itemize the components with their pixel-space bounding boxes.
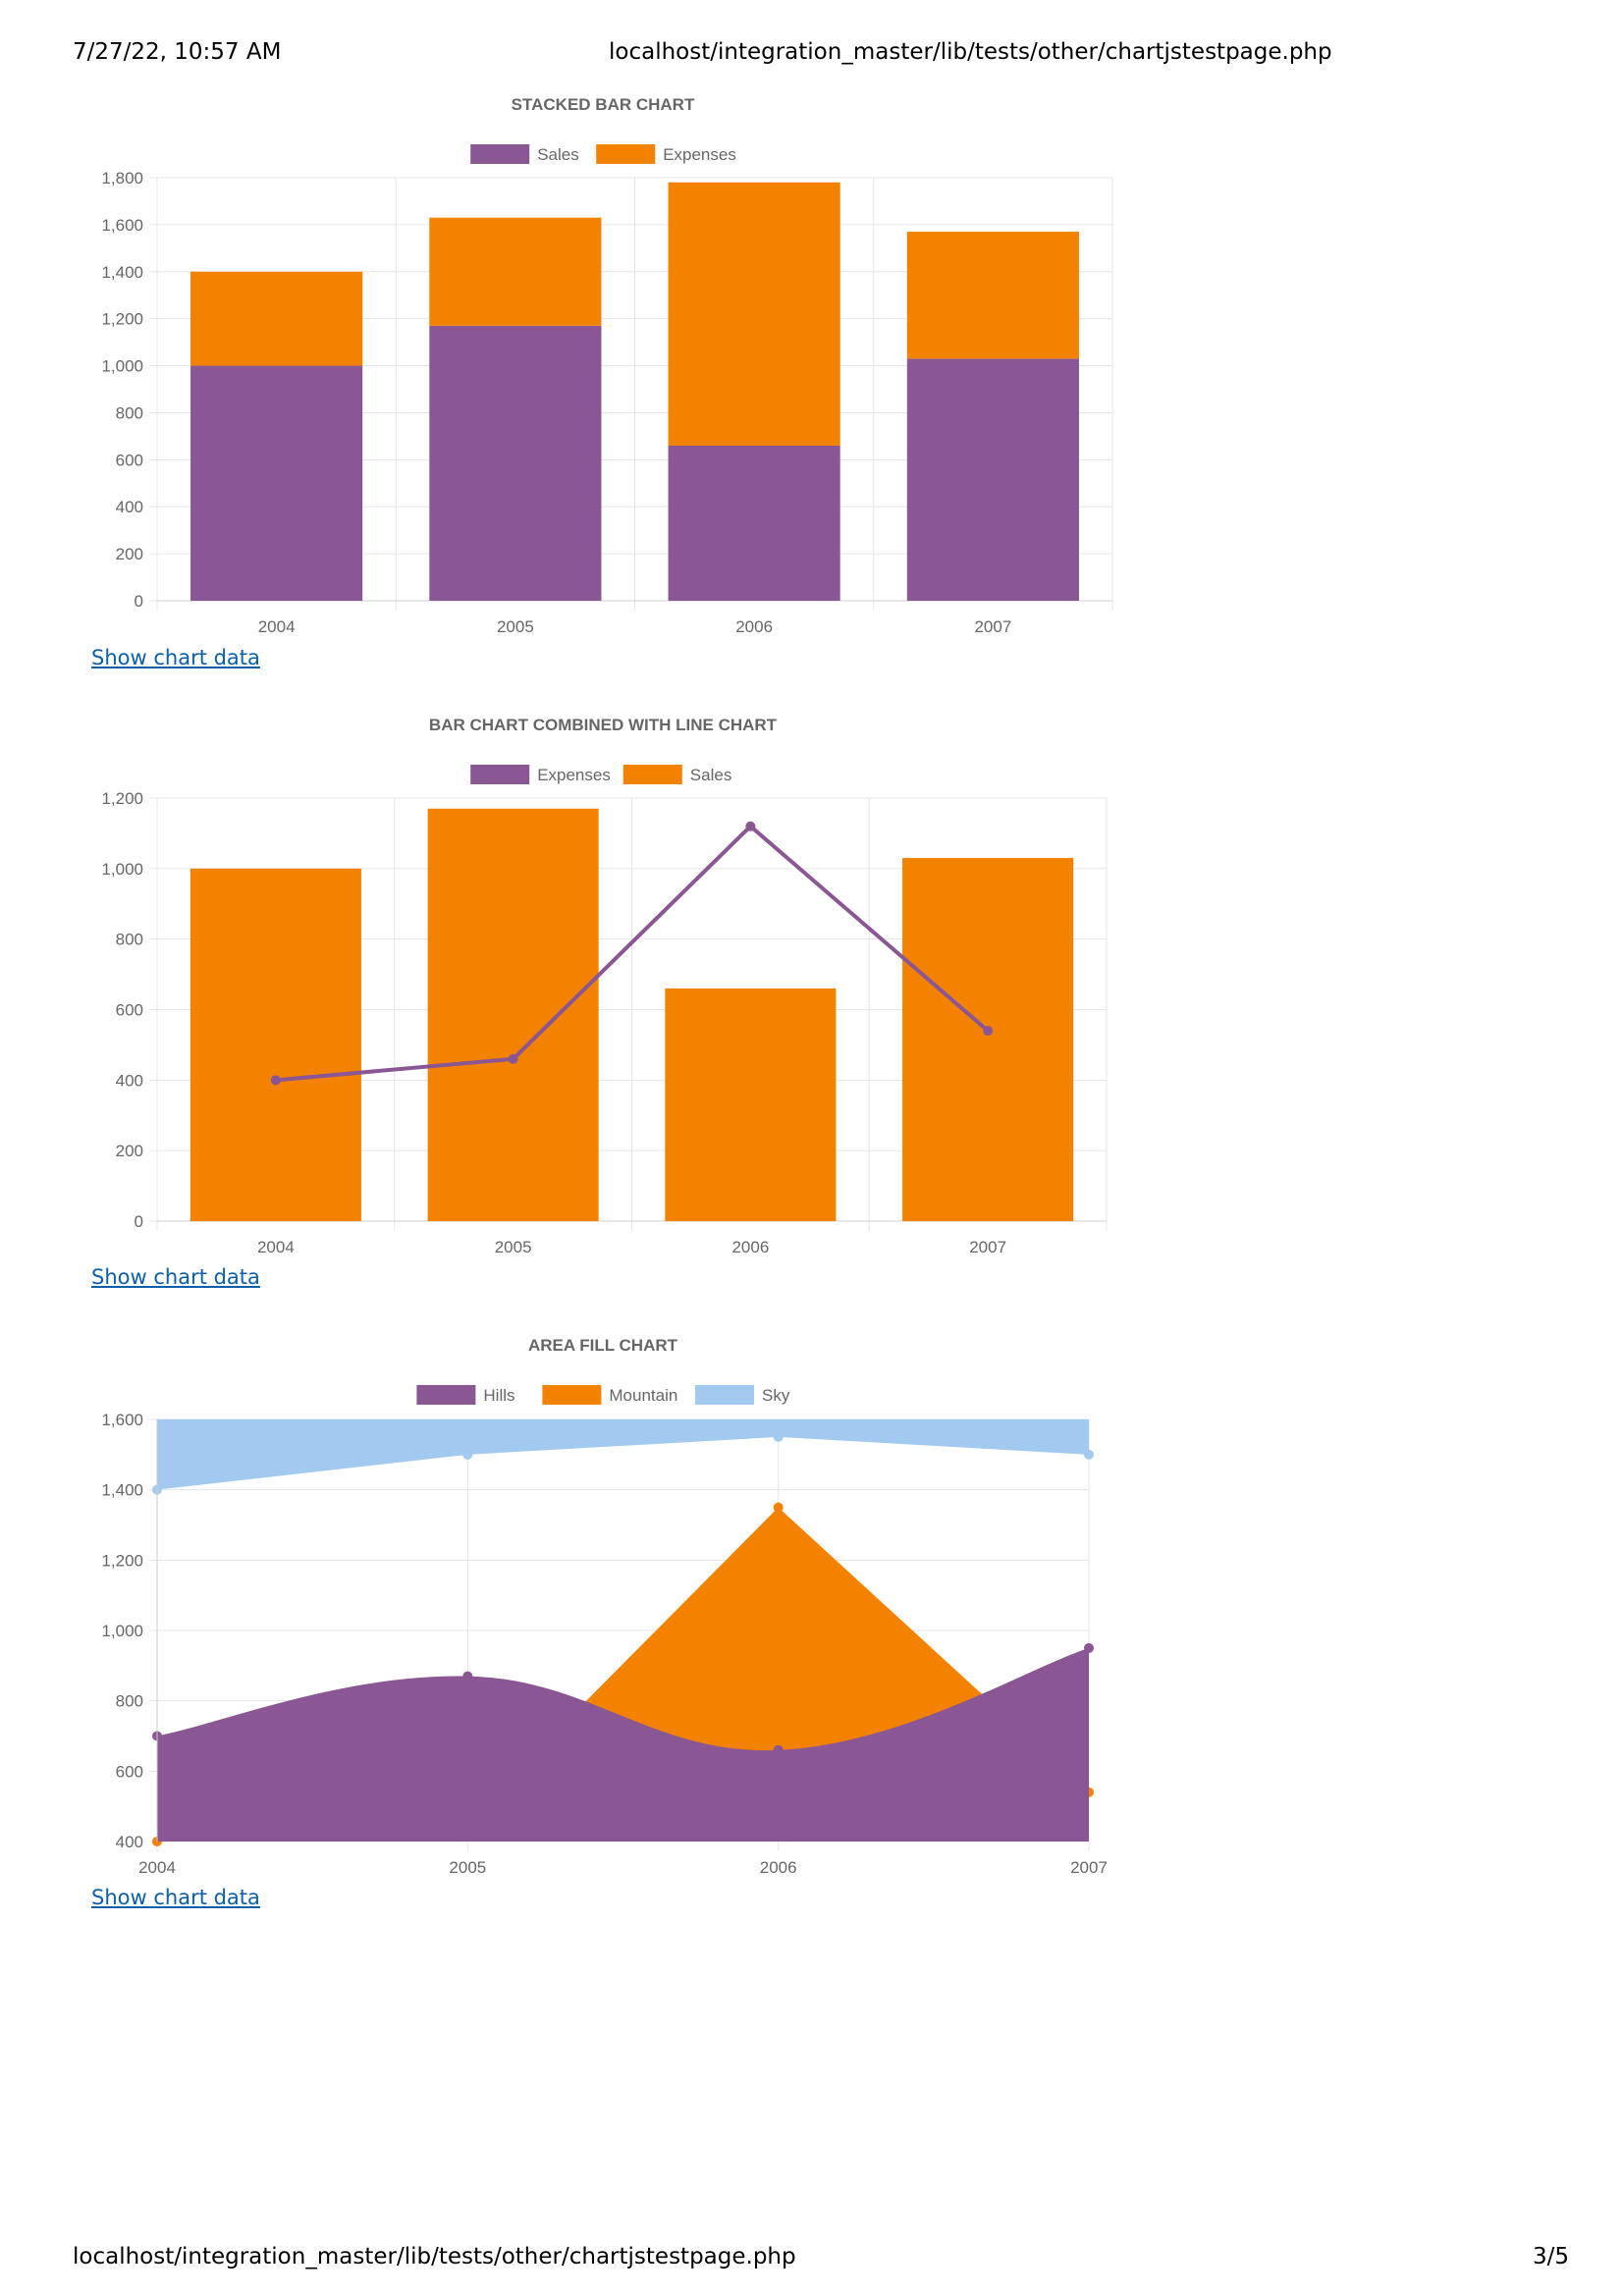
area-sky bbox=[157, 1419, 1089, 1490]
y-tick-label: 800 bbox=[116, 1692, 143, 1711]
legend-label-expenses: Expenses bbox=[537, 766, 611, 784]
legend-swatch-sales bbox=[470, 144, 530, 164]
line-expenses bbox=[275, 824, 990, 1083]
show-chart-data-link-1[interactable]: Show chart data bbox=[91, 646, 260, 669]
point-hills-2006 bbox=[773, 1744, 784, 1755]
x-tick-label: 2007 bbox=[974, 617, 1011, 636]
x-tick-label: 2006 bbox=[731, 1238, 769, 1256]
x-tick-label: 2007 bbox=[1070, 1858, 1108, 1877]
point-expenses-2005 bbox=[508, 1053, 518, 1064]
point-expenses-2004 bbox=[270, 1075, 281, 1086]
y-tick-label: 1,000 bbox=[101, 860, 143, 879]
y-tick-label: 400 bbox=[116, 1833, 143, 1851]
y-tick-label: 1,400 bbox=[101, 263, 143, 282]
bar-sales-2004 bbox=[190, 365, 363, 601]
x-tick-label: 2006 bbox=[760, 1858, 797, 1877]
x-tick-label: 2005 bbox=[497, 617, 534, 636]
y-tick-label: 1,600 bbox=[101, 1411, 143, 1429]
y-tick-label: 600 bbox=[116, 1762, 143, 1781]
show-chart-data-link-2[interactable]: Show chart data bbox=[91, 1265, 260, 1289]
y-tick-label: 1,400 bbox=[101, 1481, 143, 1500]
bar-expenses-2007 bbox=[906, 232, 1079, 359]
y-tick-label: 400 bbox=[116, 1071, 143, 1090]
point-sky-2005 bbox=[462, 1449, 473, 1460]
point-mountain-2006 bbox=[773, 1502, 784, 1513]
y-tick-label: 1,200 bbox=[101, 1551, 143, 1570]
print-footer-url: localhost/integration_master/lib/tests/o… bbox=[73, 2244, 796, 2269]
y-tick-label: 1,800 bbox=[101, 169, 143, 187]
print-footer-page-number: 3/5 bbox=[1533, 2244, 1570, 2269]
y-tick-label: 600 bbox=[116, 451, 143, 469]
area-hills bbox=[157, 1647, 1089, 1842]
y-tick-label: 0 bbox=[135, 592, 143, 611]
point-sky-2007 bbox=[1084, 1449, 1094, 1460]
bar-sales-2004 bbox=[189, 868, 361, 1221]
point-hills-2005 bbox=[462, 1671, 473, 1682]
y-tick-label: 1,200 bbox=[101, 789, 143, 808]
bar-expenses-2004 bbox=[190, 271, 363, 366]
legend-label-hills: Hills bbox=[483, 1386, 514, 1405]
y-tick-label: 800 bbox=[116, 931, 143, 949]
bar-sales-2007 bbox=[906, 358, 1079, 601]
y-tick-label: 600 bbox=[116, 1001, 143, 1020]
chart-title: BAR CHART COMBINED WITH LINE CHART bbox=[429, 716, 778, 734]
legend-label-sales: Sales bbox=[690, 766, 732, 784]
legend-label-sky: Sky bbox=[762, 1386, 790, 1405]
x-tick-label: 2005 bbox=[449, 1858, 486, 1877]
bar-sales-2006 bbox=[665, 988, 837, 1221]
legend-swatch-expenses bbox=[596, 144, 656, 164]
bar-sales-2005 bbox=[429, 325, 602, 601]
point-expenses-2006 bbox=[745, 821, 756, 831]
legend-swatch-hills bbox=[416, 1385, 476, 1405]
y-tick-label: 400 bbox=[116, 498, 143, 516]
bar-line-combo-chart: BAR CHART COMBINED WITH LINE CHART Expens… bbox=[101, 716, 1108, 1256]
legend-swatch-sky bbox=[695, 1385, 754, 1405]
point-expenses-2007 bbox=[983, 1026, 994, 1037]
legend-label-sales: Sales bbox=[537, 145, 579, 164]
x-tick-label: 2006 bbox=[735, 617, 773, 636]
legend-swatch-expenses bbox=[470, 765, 530, 784]
chart-title: AREA FILL CHART bbox=[528, 1336, 678, 1355]
y-tick-label: 800 bbox=[116, 403, 143, 422]
show-chart-data-link-3[interactable]: Show chart data bbox=[91, 1886, 260, 1909]
legend-swatch-sales bbox=[622, 765, 682, 784]
x-tick-label: 2004 bbox=[258, 617, 296, 636]
y-tick-label: 1,200 bbox=[101, 310, 143, 329]
y-tick-label: 0 bbox=[135, 1212, 143, 1231]
y-tick-label: 1,600 bbox=[101, 216, 143, 235]
legend-label-mountain: Mountain bbox=[609, 1386, 677, 1405]
bar-expenses-2005 bbox=[429, 217, 602, 326]
print-header-url: localhost/integration_master/lib/tests/o… bbox=[609, 39, 1332, 65]
bar-expenses-2006 bbox=[668, 182, 840, 446]
bar-sales-2007 bbox=[902, 858, 1074, 1221]
point-hills-2007 bbox=[1084, 1642, 1094, 1653]
legend-swatch-mountain bbox=[542, 1385, 602, 1405]
y-tick-label: 200 bbox=[116, 545, 143, 563]
legend-label-expenses: Expenses bbox=[663, 145, 736, 164]
y-tick-label: 1,000 bbox=[101, 357, 143, 376]
bar-sales-2006 bbox=[668, 445, 840, 601]
x-tick-label: 2004 bbox=[138, 1858, 176, 1877]
point-sky-2006 bbox=[773, 1431, 784, 1442]
x-tick-label: 2005 bbox=[495, 1238, 532, 1256]
bar-sales-2005 bbox=[427, 808, 599, 1221]
area-fill-chart: AREA FILL CHART Hills Mountain Sky 400 600 800… bbox=[101, 1336, 1108, 1877]
x-tick-label: 2007 bbox=[969, 1238, 1006, 1256]
stacked-bar-chart: STACKED BAR CHART Sales Expenses 0 200 400 600… bbox=[101, 95, 1113, 636]
x-tick-label: 2004 bbox=[257, 1238, 295, 1256]
y-tick-label: 1,000 bbox=[101, 1622, 143, 1640]
chart-title: STACKED BAR CHART bbox=[512, 95, 695, 114]
y-tick-label: 200 bbox=[116, 1142, 143, 1160]
print-header-datetime: 7/27/22, 10:57 AM bbox=[73, 39, 282, 65]
